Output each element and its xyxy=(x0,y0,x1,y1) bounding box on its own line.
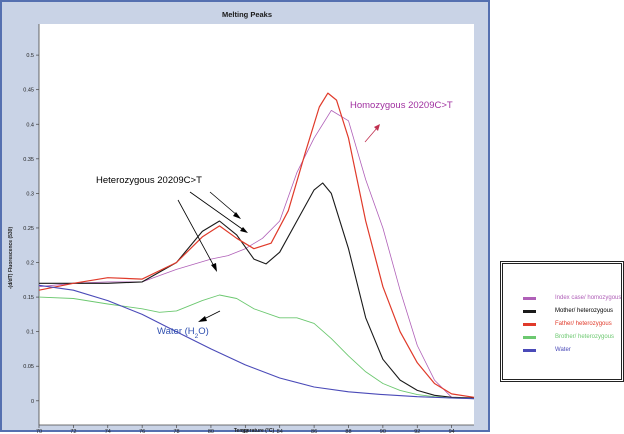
legend-label: Mother/ heterozygous xyxy=(555,308,614,314)
y-tick-label: 0 xyxy=(31,399,34,405)
y-tick-label: 0.4 xyxy=(26,122,34,128)
series-line-father xyxy=(38,92,475,398)
water-annotation-main: Water (H xyxy=(157,326,195,337)
y-tick-label: 0.05 xyxy=(23,364,34,370)
legend-label: Brother/ heterozygous xyxy=(555,334,615,340)
y-tick-label: 0.25 xyxy=(23,226,34,232)
series-line-brother xyxy=(38,294,475,400)
water-annotation: Water (H2O) xyxy=(157,326,209,340)
series-line-water xyxy=(38,284,475,400)
y-axis-ticks: 0 0.05 0.1 0.15 0.2 0.25 0.3 0.35 0.4 0.45 0.5 xyxy=(23,53,39,405)
legend-label: Index case/ homozygous xyxy=(555,295,622,301)
legend-swatch xyxy=(523,336,536,339)
y-tick-label: 0.2 xyxy=(26,261,34,267)
y-tick-label: 0.5 xyxy=(26,53,34,59)
chart-window: Melting Peaks 0 0.05 0.1 0.15 0.2 0.25 0.3 0.35… xyxy=(0,0,490,434)
series-layer xyxy=(38,92,475,400)
y-axis-label: -(d/dT) Fluorescence (530) xyxy=(8,227,14,290)
legend-swatch xyxy=(523,349,536,352)
legend-swatch xyxy=(523,323,536,326)
homozygous-annotation: Homozygous 20209C>T xyxy=(350,100,453,111)
heterozygous-arrows xyxy=(177,191,248,272)
water-annotation-end: O) xyxy=(198,326,209,337)
legend: Index case/ homozygous Mother/ heterozygo… xyxy=(500,261,624,382)
water-arrow xyxy=(198,310,221,322)
plot-area xyxy=(39,24,474,425)
melting-peaks-chart: Melting Peaks 0 0.05 0.1 0.15 0.2 0.25 0.3 0.35… xyxy=(8,10,475,434)
y-tick-label: 0.3 xyxy=(26,191,34,197)
series-line-index-case xyxy=(38,110,475,400)
x-axis-label: Temperature (°C) xyxy=(234,428,275,434)
plot-frame xyxy=(38,24,474,426)
y-tick-label: 0.45 xyxy=(23,88,34,94)
y-tick-label: 0.1 xyxy=(26,330,34,336)
y-tick-label: 0.35 xyxy=(23,157,34,163)
legend-swatch xyxy=(523,310,536,313)
series-line-mother xyxy=(39,182,475,399)
legend-swatch xyxy=(523,297,536,300)
legend-label: Father/ heterozygous xyxy=(555,321,612,327)
water-annotation-sub: 2 xyxy=(195,333,199,340)
y-tick-label: 0.15 xyxy=(23,295,34,301)
legend-label: Water xyxy=(555,347,571,353)
heterozygous-annotation: Heterozygous 20209C>T xyxy=(96,175,202,186)
chart-title: Melting Peaks xyxy=(222,10,272,19)
homozygous-arrow xyxy=(364,124,380,143)
